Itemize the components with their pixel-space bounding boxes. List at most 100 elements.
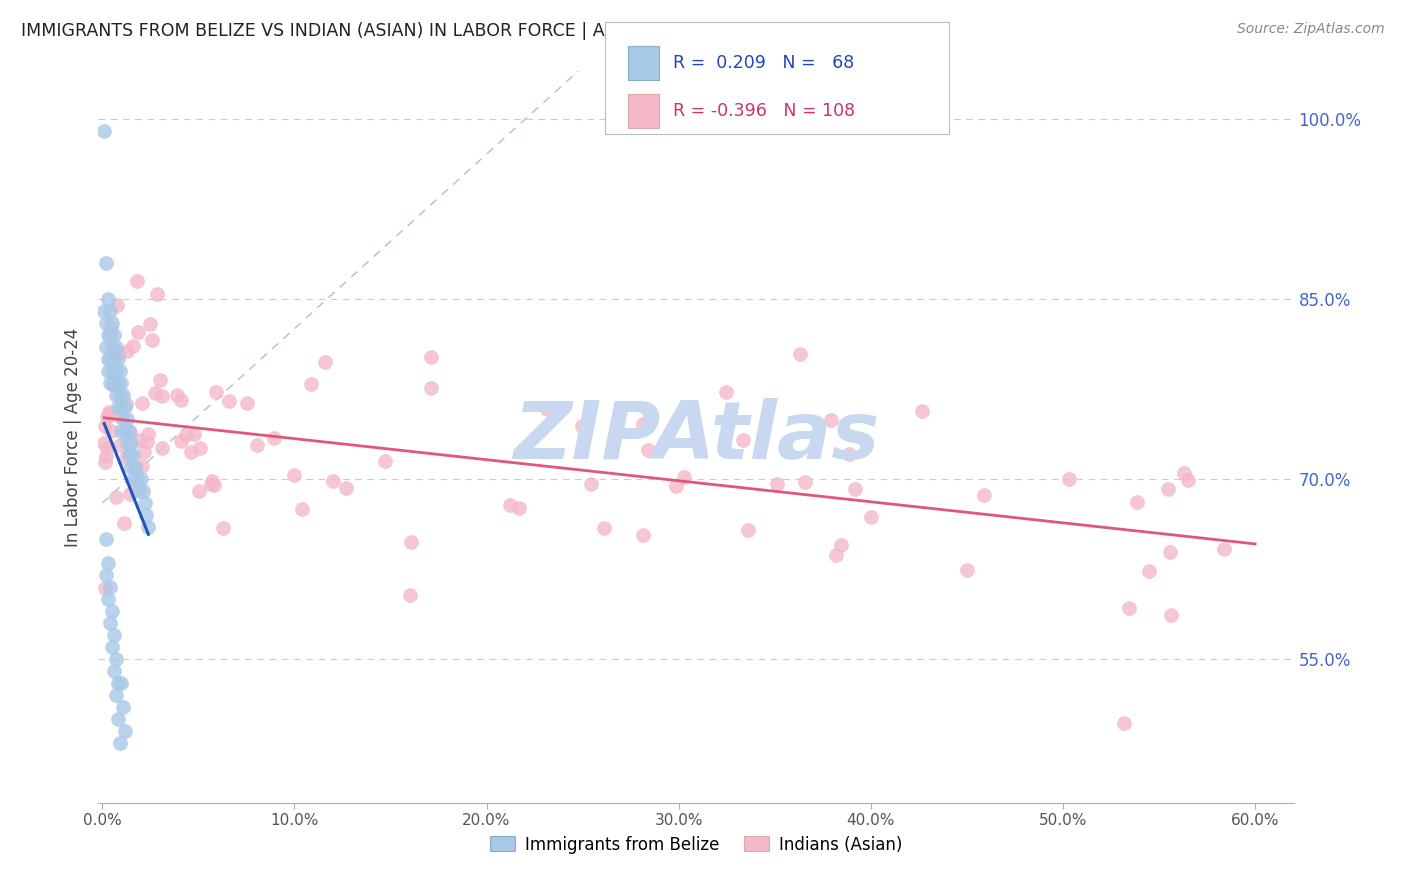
Point [134,496,156,510]
Point [97,328,120,343]
Point [170,392,193,407]
Point [107,297,129,311]
Point [218,394,240,409]
Point [104,652,127,666]
Point [104,364,127,378]
Point [956,563,979,577]
Point [212,521,235,535]
Point [150,389,173,403]
Text: IMMIGRANTS FROM BELIZE VS INDIAN (ASIAN) IN LABOR FORCE | AGE 20-24 CORRELATION : IMMIGRANTS FROM BELIZE VS INDIAN (ASIAN)… [21,22,879,40]
Point [127,325,149,339]
Point [830,538,852,552]
Point [122,448,145,462]
Point [129,433,152,447]
Point [97,352,120,367]
Point [118,425,141,440]
Point [973,488,995,502]
Point [766,477,789,491]
Point [499,498,522,512]
Point [94,418,117,433]
Point [202,478,225,492]
Legend: Immigrants from Belize, Indians (Asian): Immigrants from Belize, Indians (Asian) [482,829,910,860]
Point [911,404,934,418]
Point [114,424,136,438]
Point [135,508,157,522]
Point [97,591,120,606]
Point [103,628,125,642]
Point [637,443,659,458]
Point [672,469,695,483]
Text: R = -0.396   N = 108: R = -0.396 N = 108 [673,102,856,120]
Point [263,432,285,446]
Point [107,712,129,726]
Point [118,424,141,438]
Point [714,384,737,399]
Point [291,501,314,516]
Point [104,688,127,702]
Point [120,460,142,475]
Point [128,483,150,498]
Point [245,438,267,452]
Point [114,397,136,411]
Point [98,615,121,630]
Point [101,604,124,618]
Point [322,475,344,489]
Point [103,376,125,391]
Point [399,588,422,602]
Point [1157,482,1180,496]
Point [98,304,121,318]
Text: R =  0.209   N =   68: R = 0.209 N = 68 [673,54,855,71]
Point [136,427,159,442]
Point [98,352,121,367]
Point [115,451,138,466]
Point [107,376,129,391]
Point [114,723,136,738]
Point [120,487,142,501]
Point [93,454,115,468]
Point [114,400,136,414]
Point [201,475,224,489]
Y-axis label: In Labor Force | Age 20-24: In Labor Force | Age 20-24 [65,327,83,547]
Point [112,699,135,714]
Point [112,412,135,426]
Text: Source: ZipAtlas.com: Source: ZipAtlas.com [1237,22,1385,37]
Point [122,472,145,486]
Point [101,316,124,330]
Point [103,378,125,392]
Point [124,461,146,475]
Point [115,412,138,426]
Point [860,509,883,524]
Point [176,427,198,442]
Point [96,409,118,424]
Point [112,388,135,402]
Point [571,418,593,433]
Point [120,436,142,450]
Point [188,483,211,498]
Point [131,396,153,410]
Point [134,444,156,458]
Point [1160,607,1182,622]
Point [97,405,120,419]
Point [180,445,202,459]
Point [93,304,115,318]
Point [103,352,125,367]
Point [129,472,152,486]
Point [1159,545,1181,559]
Point [299,376,322,391]
Point [101,364,124,378]
Point [107,400,129,414]
Point [136,435,159,450]
Point [97,556,120,570]
Point [183,427,205,442]
Point [104,388,127,402]
Point [94,568,117,582]
Point [420,351,443,365]
Point [104,340,127,354]
Point [139,317,162,331]
Point [93,582,115,596]
Point [825,548,848,562]
Point [93,436,115,450]
Point [1125,495,1147,509]
Point [838,447,860,461]
Point [96,441,118,455]
